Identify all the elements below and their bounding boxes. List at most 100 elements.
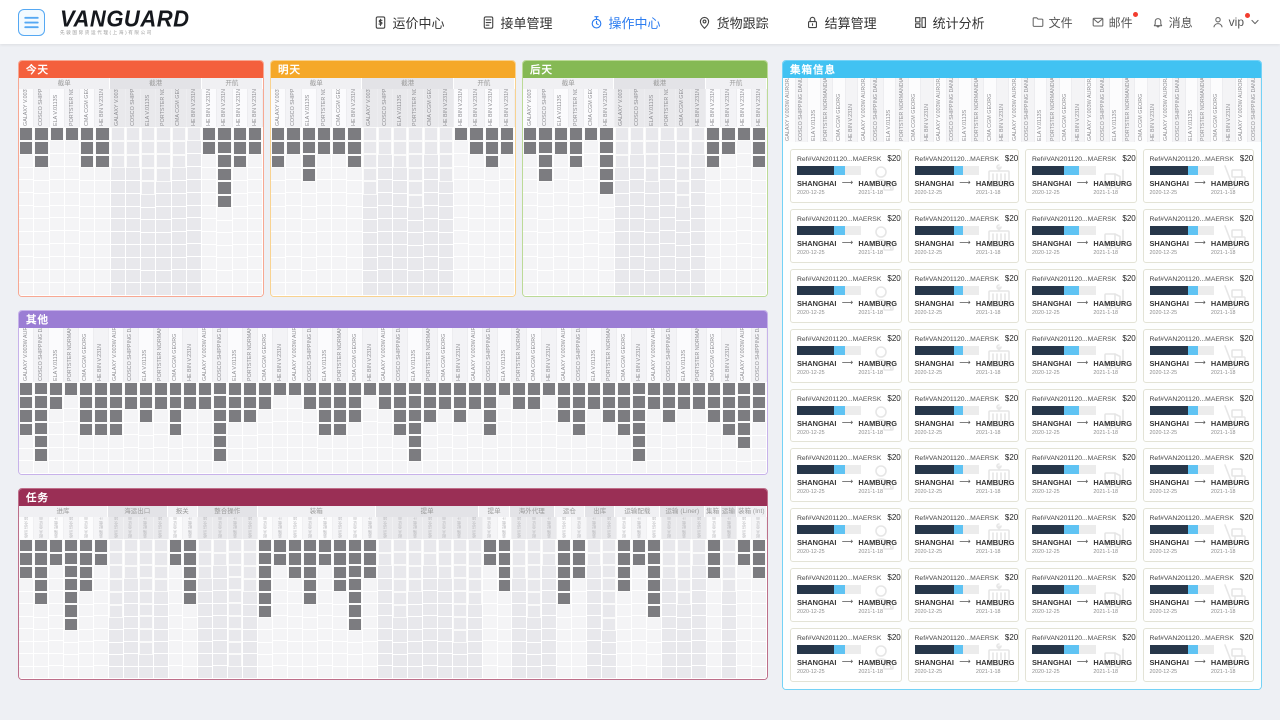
task-block[interactable]	[108, 578, 123, 592]
task-block[interactable]	[691, 382, 706, 396]
task-block[interactable]	[661, 565, 676, 580]
task-block[interactable]	[706, 565, 721, 580]
task-block[interactable]	[153, 539, 168, 553]
task-block[interactable]	[303, 592, 318, 606]
task-block[interactable]	[587, 382, 602, 396]
task-block[interactable]	[273, 382, 288, 396]
util-item-files[interactable]: 文件	[1031, 14, 1073, 31]
task-block[interactable]	[217, 194, 232, 209]
task-block[interactable]	[123, 539, 138, 553]
task-block[interactable]	[333, 382, 347, 396]
task-block[interactable]	[19, 422, 33, 437]
task-block[interactable]	[286, 127, 301, 141]
task-block[interactable]	[213, 552, 228, 567]
container-card[interactable]: Ref#VAN201120...MAERSK$200SHANGHAI⟶HAMBU…	[790, 328, 902, 383]
task-block[interactable]	[183, 395, 198, 410]
task-block[interactable]	[408, 167, 423, 182]
task-block[interactable]	[512, 552, 527, 566]
task-block[interactable]	[538, 168, 553, 182]
container-card[interactable]: Ref#VAN201120...MAERSK$200SHANGHAI⟶HAMBU…	[790, 448, 902, 503]
task-block[interactable]	[247, 127, 262, 141]
task-block[interactable]	[452, 409, 467, 424]
task-block[interactable]	[538, 127, 553, 141]
task-block[interactable]	[629, 127, 644, 141]
task-block[interactable]	[614, 154, 629, 169]
task-block[interactable]	[527, 591, 542, 605]
task-block[interactable]	[198, 565, 213, 580]
container-card[interactable]: Ref#VAN201120...MAERSK$200SHANGHAI⟶HAMBU…	[1025, 149, 1137, 203]
task-block[interactable]	[232, 127, 247, 141]
task-block[interactable]	[138, 642, 153, 656]
menu-toggle-button[interactable]	[18, 8, 45, 36]
task-block[interactable]	[228, 628, 243, 642]
task-block[interactable]	[123, 395, 138, 410]
task-block[interactable]	[632, 539, 647, 553]
container-card[interactable]: Ref#VAN201120...MAERSK$200SHANGHAI⟶HAMBU…	[1142, 149, 1254, 203]
task-block[interactable]	[647, 591, 661, 605]
task-block[interactable]	[93, 395, 108, 410]
task-block[interactable]	[706, 539, 721, 553]
container-card[interactable]: Ref#VAN201120...MAERSK$200SHANGHAI⟶HAMBU…	[790, 149, 902, 203]
task-block[interactable]	[228, 539, 243, 552]
task-block[interactable]	[228, 551, 243, 565]
task-block[interactable]	[568, 154, 583, 169]
task-block[interactable]	[258, 578, 273, 592]
task-block[interactable]	[198, 395, 213, 410]
task-block[interactable]	[557, 578, 572, 593]
nav-item-operation-center[interactable]: 操作中心	[589, 13, 661, 32]
task-block[interactable]	[156, 154, 171, 169]
task-block[interactable]	[736, 552, 751, 567]
task-block[interactable]	[527, 382, 542, 396]
task-block[interactable]	[542, 539, 557, 553]
task-block[interactable]	[572, 395, 587, 410]
task-block[interactable]	[78, 579, 93, 593]
task-block[interactable]	[736, 382, 751, 396]
task-block[interactable]	[751, 140, 766, 155]
task-block[interactable]	[19, 395, 33, 410]
task-block[interactable]	[691, 552, 706, 567]
task-block[interactable]	[333, 552, 347, 566]
task-block[interactable]	[258, 604, 273, 619]
task-block[interactable]	[675, 167, 690, 182]
task-block[interactable]	[288, 539, 303, 553]
task-block[interactable]	[706, 382, 721, 396]
task-block[interactable]	[19, 565, 33, 580]
task-block[interactable]	[422, 395, 437, 410]
task-block[interactable]	[527, 604, 542, 619]
task-block[interactable]	[437, 565, 452, 580]
container-card[interactable]: Ref#VAN201120...MAERSK$200SHANGHAI⟶HAMBU…	[790, 508, 902, 563]
container-card[interactable]: Ref#VAN201120...MAERSK$200SHANGHAI⟶HAMBU…	[907, 268, 1019, 323]
task-block[interactable]	[33, 395, 48, 409]
task-block[interactable]	[138, 409, 153, 424]
task-block[interactable]	[407, 539, 422, 553]
task-block[interactable]	[288, 382, 303, 396]
task-block[interactable]	[392, 539, 407, 553]
task-block[interactable]	[392, 382, 407, 396]
task-block[interactable]	[751, 154, 766, 169]
task-block[interactable]	[95, 127, 110, 141]
task-block[interactable]	[95, 154, 110, 169]
task-block[interactable]	[527, 539, 542, 553]
task-block[interactable]	[568, 127, 583, 141]
task-block[interactable]	[243, 395, 258, 410]
task-block[interactable]	[497, 565, 512, 580]
task-block[interactable]	[33, 408, 48, 422]
task-block[interactable]	[362, 565, 377, 580]
task-block[interactable]	[587, 539, 602, 553]
task-block[interactable]	[63, 382, 78, 396]
task-block[interactable]	[407, 565, 422, 580]
task-block[interactable]	[751, 409, 766, 424]
task-block[interactable]	[572, 382, 587, 396]
task-block[interactable]	[78, 422, 93, 437]
task-block[interactable]	[183, 382, 198, 396]
task-block[interactable]	[33, 382, 48, 396]
task-block[interactable]	[661, 382, 676, 396]
task-block[interactable]	[78, 565, 93, 580]
task-block[interactable]	[553, 140, 568, 155]
task-block[interactable]	[676, 592, 691, 606]
task-block[interactable]	[63, 604, 78, 618]
task-block[interactable]	[572, 539, 587, 553]
task-block[interactable]	[138, 629, 153, 643]
task-block[interactable]	[497, 579, 512, 593]
task-block[interactable]	[138, 603, 153, 617]
